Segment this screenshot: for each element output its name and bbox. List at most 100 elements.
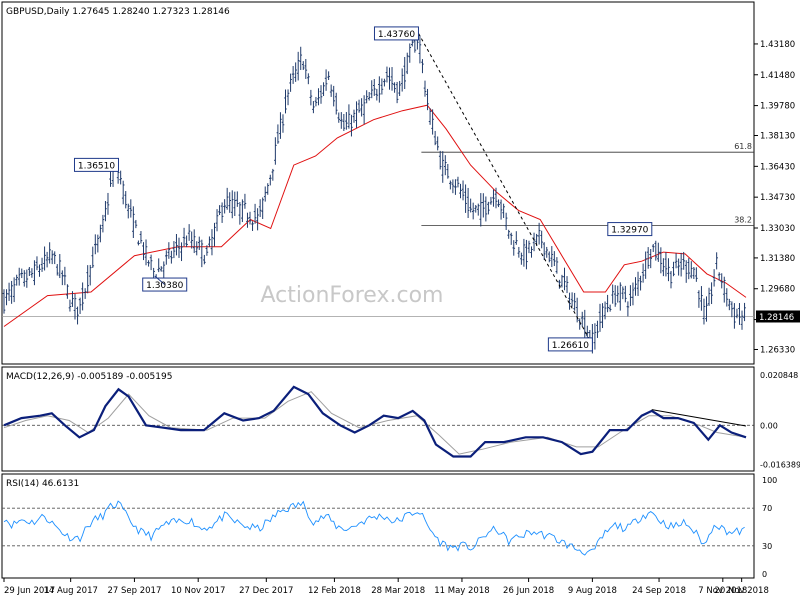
price-bar (142, 242, 145, 261)
price-bar (629, 285, 632, 307)
price-bar (563, 267, 566, 291)
price-bar (228, 192, 232, 213)
price-bar (220, 202, 224, 223)
price-bar (636, 271, 640, 296)
price-bar (403, 56, 407, 90)
price-bar (78, 297, 82, 314)
price-bar (728, 298, 731, 311)
price-axis-label-0: 1.43180 (760, 40, 795, 50)
price-bar (715, 252, 718, 270)
price-bar (484, 196, 488, 222)
price-bar (38, 264, 41, 277)
price-bar (35, 256, 39, 271)
price-bar (578, 318, 582, 330)
price-bar (725, 288, 729, 307)
price-bar (167, 242, 171, 259)
macd-panel-title: MACD(12,26,9) -0.005189 -0.005195 (6, 372, 172, 382)
price-bar (172, 241, 176, 259)
price-bar (654, 240, 658, 261)
price-bar (76, 306, 79, 325)
price-bar (7, 282, 11, 301)
price-bar (502, 203, 505, 218)
price-bar (436, 136, 439, 151)
price-bar (489, 196, 493, 205)
price-label-4: 1.26610 (547, 337, 593, 352)
price-bar (547, 251, 551, 263)
rsi-axis-label-3: 0 (762, 570, 767, 579)
price-label-text: 1.43760 (378, 30, 415, 40)
price-bar (350, 114, 353, 137)
rsi-axis-label-2: 30 (762, 542, 772, 551)
price-bar (218, 205, 221, 216)
price-bar (238, 202, 242, 225)
price-bar (53, 251, 57, 265)
price-bar (672, 261, 675, 277)
fib-level-label-0: 61.8 (734, 142, 752, 151)
macd-trendline (651, 409, 747, 427)
price-label-box (607, 222, 653, 237)
price-bar (641, 263, 645, 283)
price-axis-label-5: 1.34730 (760, 193, 795, 203)
price-bar (129, 199, 133, 218)
price-bar (144, 239, 148, 266)
price-bar (573, 292, 576, 311)
price-bar (593, 323, 597, 350)
price-bar (30, 268, 34, 278)
price-bar (119, 170, 122, 185)
price-bar (553, 251, 556, 267)
price-bar (555, 257, 559, 274)
price-bar (618, 282, 622, 311)
x-axis-label-0: 29 Jun 2017 (4, 586, 55, 596)
price-bar (73, 293, 77, 320)
x-axis-label-3: 10 Nov 2017 (171, 586, 225, 596)
price-bar (88, 264, 92, 286)
price-labels-layer: 1.43760 1.36510 1.30380 1.32970 1.26610 (73, 26, 653, 352)
price-bar (347, 104, 351, 129)
x-axis-label-2: 27 Sep 2017 (107, 586, 161, 596)
price-bar (175, 234, 178, 256)
price-bar (624, 285, 627, 303)
price-bar (58, 254, 62, 279)
price-bar (657, 242, 660, 262)
price-bar (697, 290, 701, 308)
price-bar (109, 169, 112, 187)
price-bar (428, 108, 432, 125)
price-axis-label-7: 1.31380 (760, 254, 795, 264)
price-bar (378, 76, 381, 103)
x-axis-label-4: 27 Dec 2017 (239, 586, 293, 596)
price-bar (332, 85, 335, 107)
price-bar (296, 51, 300, 81)
price-bar (86, 265, 89, 294)
price-bar (476, 203, 480, 216)
price-bar (383, 78, 386, 87)
price-bar (545, 246, 549, 258)
price-bar (639, 275, 642, 291)
price-bar (608, 304, 612, 312)
price-bar (284, 89, 287, 114)
price-bar (261, 197, 264, 220)
price-bar (362, 95, 366, 125)
price-bar (677, 258, 680, 276)
price-label-box (373, 26, 419, 41)
price-bar (438, 150, 442, 170)
price-bar (63, 266, 67, 286)
price-bar (10, 280, 13, 304)
price-bar (324, 69, 328, 91)
price-bar (667, 258, 670, 282)
price-bar (509, 232, 513, 245)
axis-labels-layer: 1.43180 1.41480 1.39780 1.38130 1.36430 1.347… (3, 40, 800, 596)
price-bar (469, 198, 472, 213)
rsi-panel-title: RSI(14) 46.6131 (6, 479, 79, 489)
price-bar (182, 227, 186, 247)
price-bar (279, 112, 282, 139)
price-bar (17, 267, 21, 286)
macd-panel-frame (1, 366, 755, 472)
price-bar (398, 80, 401, 97)
price-bar (66, 284, 69, 299)
price-bar (357, 99, 361, 113)
price-bar (456, 176, 460, 188)
price-bar (568, 292, 571, 310)
rsi-layer (2, 500, 754, 556)
